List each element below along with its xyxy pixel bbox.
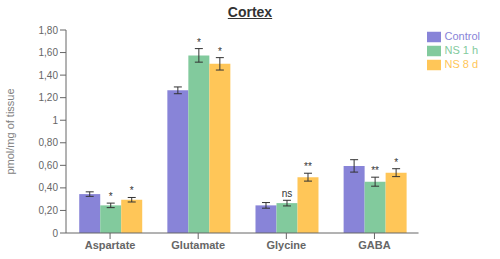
html-text:NS 8 d: NS 8 d <box>444 58 479 71</box>
svg-text:0,60: 0,60 <box>39 160 59 171</box>
svg-text:1: 1 <box>52 115 58 126</box>
svg-text:1,20: 1,20 <box>39 92 59 103</box>
svg-text:1,80: 1,80 <box>39 25 59 36</box>
html-text:NS 1 h: NS 1 h <box>444 44 479 57</box>
svg-text:*: * <box>218 46 222 57</box>
svg-text:0: 0 <box>52 228 58 239</box>
svg-text:Aspartate: Aspartate <box>85 239 136 251</box>
svg-text:pmol/mg of tissue: pmol/mg of tissue <box>8 88 16 174</box>
svg-text:GABA: GABA <box>358 239 390 251</box>
svg-text:*: * <box>130 185 134 196</box>
html-text:Cortex: Cortex <box>227 4 273 20</box>
svg-text:Glutamate: Glutamate <box>171 239 225 251</box>
svg-text:**: ** <box>371 165 379 176</box>
svg-text:*: * <box>109 191 113 202</box>
svg-text:**: ** <box>304 161 312 172</box>
svg-text:Glycine: Glycine <box>266 239 306 251</box>
svg-text:1,40: 1,40 <box>39 70 59 81</box>
svg-text:0,80: 0,80 <box>39 137 59 148</box>
svg-text:*: * <box>394 157 398 168</box>
svg-text:0,40: 0,40 <box>39 182 59 193</box>
svg-text:1,60: 1,60 <box>39 47 59 58</box>
svg-text:ns: ns <box>282 188 293 199</box>
svg-text:0,20: 0,20 <box>39 205 59 216</box>
svg-text:*: * <box>197 37 201 48</box>
html-text:Control: Control <box>444 30 480 42</box>
